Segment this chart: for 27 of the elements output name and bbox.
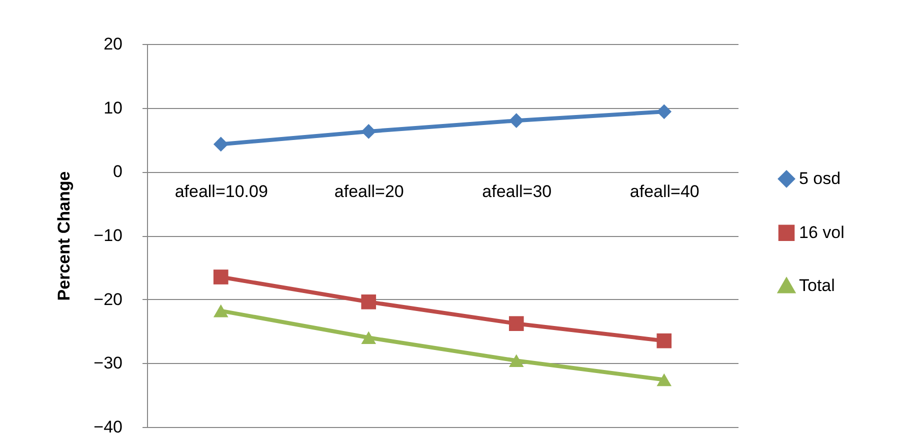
point (213, 270, 228, 284)
legend-label: 5 osd (799, 168, 841, 188)
legend-label: 16 vol (799, 222, 844, 242)
point (213, 136, 228, 152)
y-tick-label: −20 (94, 290, 122, 309)
point (508, 113, 524, 128)
y-axis-title: Percent Change (54, 171, 74, 301)
point (361, 294, 376, 310)
point (656, 104, 672, 120)
y-tick-label: 0 (113, 162, 122, 182)
x-tick-label: afeall=40 (630, 182, 700, 202)
x-tick-label: afeall=30 (482, 182, 552, 202)
point (656, 333, 672, 348)
y-tick-label: 20 (104, 34, 122, 54)
y-tick-label: −40 (94, 418, 122, 436)
x-tick-label: afeall=10.09 (174, 182, 268, 202)
point (213, 304, 228, 318)
point (508, 354, 524, 368)
y-tick-label: 10 (104, 98, 122, 118)
point (361, 331, 376, 344)
point (508, 316, 524, 332)
point (656, 373, 672, 386)
y-tick-label: −30 (94, 354, 122, 373)
point (361, 124, 376, 139)
x-tick-label: afeall=20 (334, 182, 404, 202)
legend-label: Total (799, 276, 835, 295)
y-tick-label: −10 (94, 226, 122, 245)
